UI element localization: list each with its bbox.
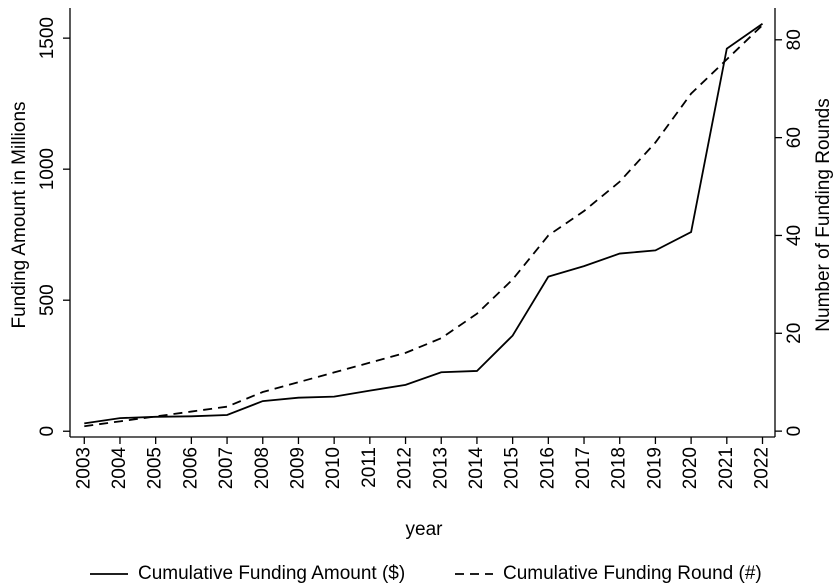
y2-axis-title: Number of Funding Rounds <box>813 98 834 331</box>
x-tick-label: 2010 <box>323 447 344 489</box>
line-series <box>84 24 764 428</box>
x-tick-label: 2014 <box>466 447 487 490</box>
y2-tick-label: 20 <box>784 323 805 344</box>
y-tick-label: 1000 <box>37 148 58 190</box>
legend-label: Cumulative Funding Amount ($) <box>138 563 405 584</box>
x-axis-title: year <box>406 519 444 540</box>
x-tick-label: 2015 <box>502 447 523 489</box>
x-tick-label: 2005 <box>145 447 166 489</box>
y2-tick-label: 80 <box>784 29 805 50</box>
x-tick-label: 2007 <box>216 447 237 489</box>
x-tick-label: 2022 <box>752 447 773 489</box>
x-tick-label: 2006 <box>180 447 201 489</box>
x-tick-label: 2009 <box>287 447 308 489</box>
y-tick-label: 1500 <box>37 17 58 59</box>
x-tick-label: 2020 <box>680 447 701 489</box>
x-tick-label: 2012 <box>395 447 416 489</box>
y-axis-title: Funding Amount in Millions <box>9 101 30 328</box>
x-tick-label: 2021 <box>716 447 737 489</box>
x-tick-label: 2016 <box>537 447 558 489</box>
legend-label: Cumulative Funding Round (#) <box>503 563 762 584</box>
x-tick-label: 2008 <box>252 447 273 489</box>
y2-tick-label: 0 <box>784 426 805 437</box>
x-tick-label: 2003 <box>73 447 94 489</box>
y-tick-label: 0 <box>37 426 58 437</box>
x-tick-label: 2017 <box>573 447 594 489</box>
y-tick-label: 500 <box>37 284 58 316</box>
x-tick-label: 2013 <box>430 447 451 489</box>
x-tick-label: 2018 <box>609 447 630 489</box>
x-tick-label: 2019 <box>644 447 665 489</box>
y2-tick-label: 60 <box>784 127 805 148</box>
x-tick-label: 2011 <box>359 447 380 488</box>
x-tick-label: 2004 <box>109 447 130 490</box>
y2-tick-label: 40 <box>784 225 805 246</box>
line-series <box>84 22 764 425</box>
